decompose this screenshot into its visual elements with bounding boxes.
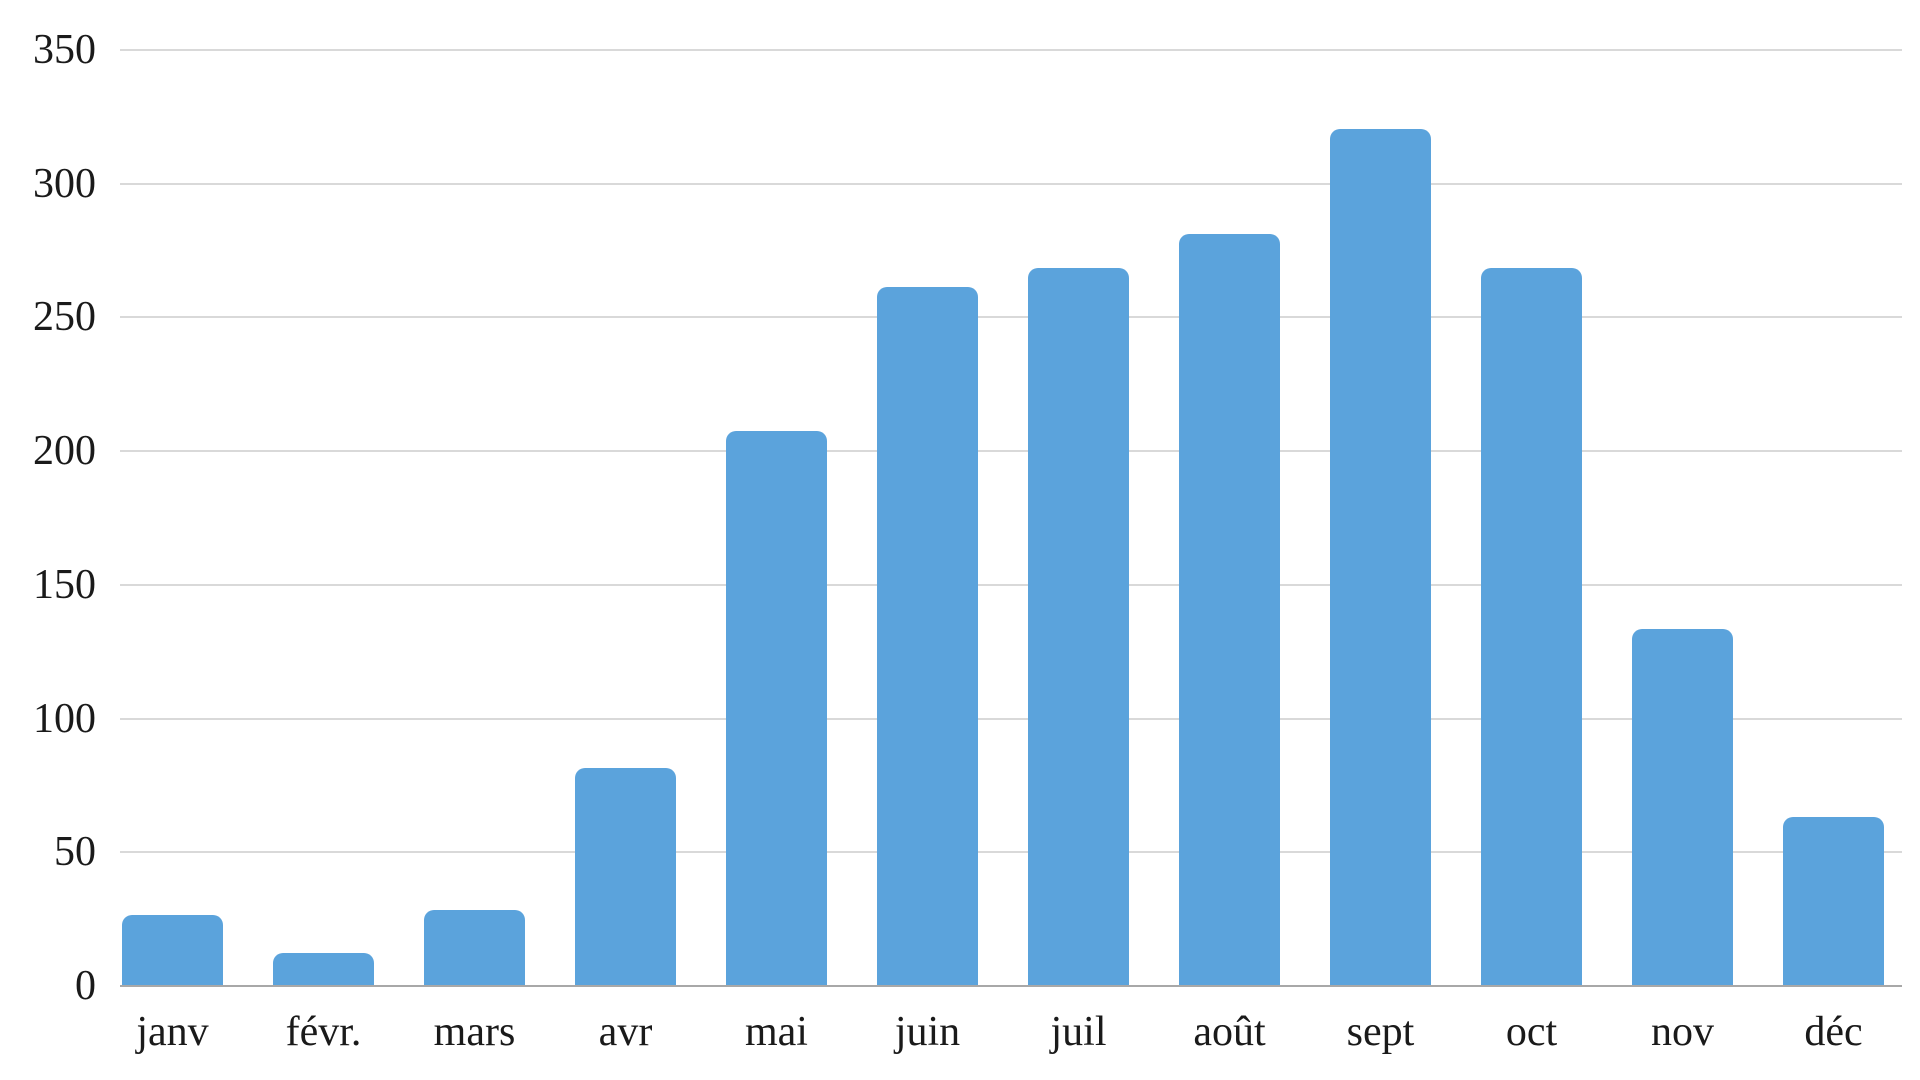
y-tick-label-text: 350 <box>33 27 96 73</box>
x-category-label: juin <box>894 1009 961 1055</box>
gridline <box>120 851 1902 854</box>
x-axis-baseline <box>120 985 1902 987</box>
y-tick-label-text: 300 <box>33 160 96 207</box>
y-tick-label-text: 50 <box>54 829 96 876</box>
bar-sept <box>1330 129 1431 985</box>
gridline <box>120 717 1902 720</box>
bar-août <box>1179 233 1280 985</box>
gridline <box>120 450 1902 453</box>
bar-mars <box>424 910 525 985</box>
y-tick-label: 250 <box>0 296 110 338</box>
y-tick-label: 0 <box>0 965 110 1007</box>
x-category-label: mars <box>433 1009 516 1055</box>
y-tick-label: 200 <box>0 430 110 472</box>
gridline <box>120 182 1902 185</box>
x-category-label: juil <box>1050 1009 1107 1055</box>
bar-mai <box>726 431 827 985</box>
y-tick-label: 300 <box>0 163 110 205</box>
x-category-label: déc <box>1804 1009 1863 1055</box>
bar-avr <box>575 768 676 985</box>
y-tick-label: 100 <box>0 698 110 740</box>
gridline <box>120 49 1902 51</box>
x-category-label: nov <box>1651 1009 1714 1055</box>
bar-oct <box>1481 268 1582 985</box>
x-category-label: janv <box>136 1009 209 1055</box>
x-category-label: août <box>1193 1009 1266 1055</box>
x-category-label: mai <box>745 1009 808 1055</box>
y-tick-label-text: 150 <box>33 561 96 608</box>
gridline <box>120 583 1902 586</box>
x-category-label: sept <box>1346 1009 1415 1055</box>
bar-juin <box>877 287 978 985</box>
y-tick-label: 350 <box>0 29 110 71</box>
bar-févr. <box>273 952 374 985</box>
bar-déc <box>1783 816 1884 985</box>
bar-juil <box>1028 268 1129 985</box>
y-tick-label: 50 <box>0 831 110 873</box>
bar-nov <box>1632 629 1733 985</box>
x-category-label: févr. <box>285 1009 362 1055</box>
gridline <box>120 316 1902 319</box>
y-tick-label-text: 200 <box>33 428 96 475</box>
y-tick-label-text: 0 <box>75 963 96 1009</box>
plot-area <box>120 49 1902 987</box>
x-category-label: oct <box>1505 1009 1558 1055</box>
y-tick-label: 150 <box>0 564 110 606</box>
y-tick-label-text: 250 <box>33 294 96 341</box>
x-category-label: avr <box>598 1009 653 1055</box>
bar-janv <box>122 915 223 985</box>
y-tick-label-text: 100 <box>33 695 96 742</box>
